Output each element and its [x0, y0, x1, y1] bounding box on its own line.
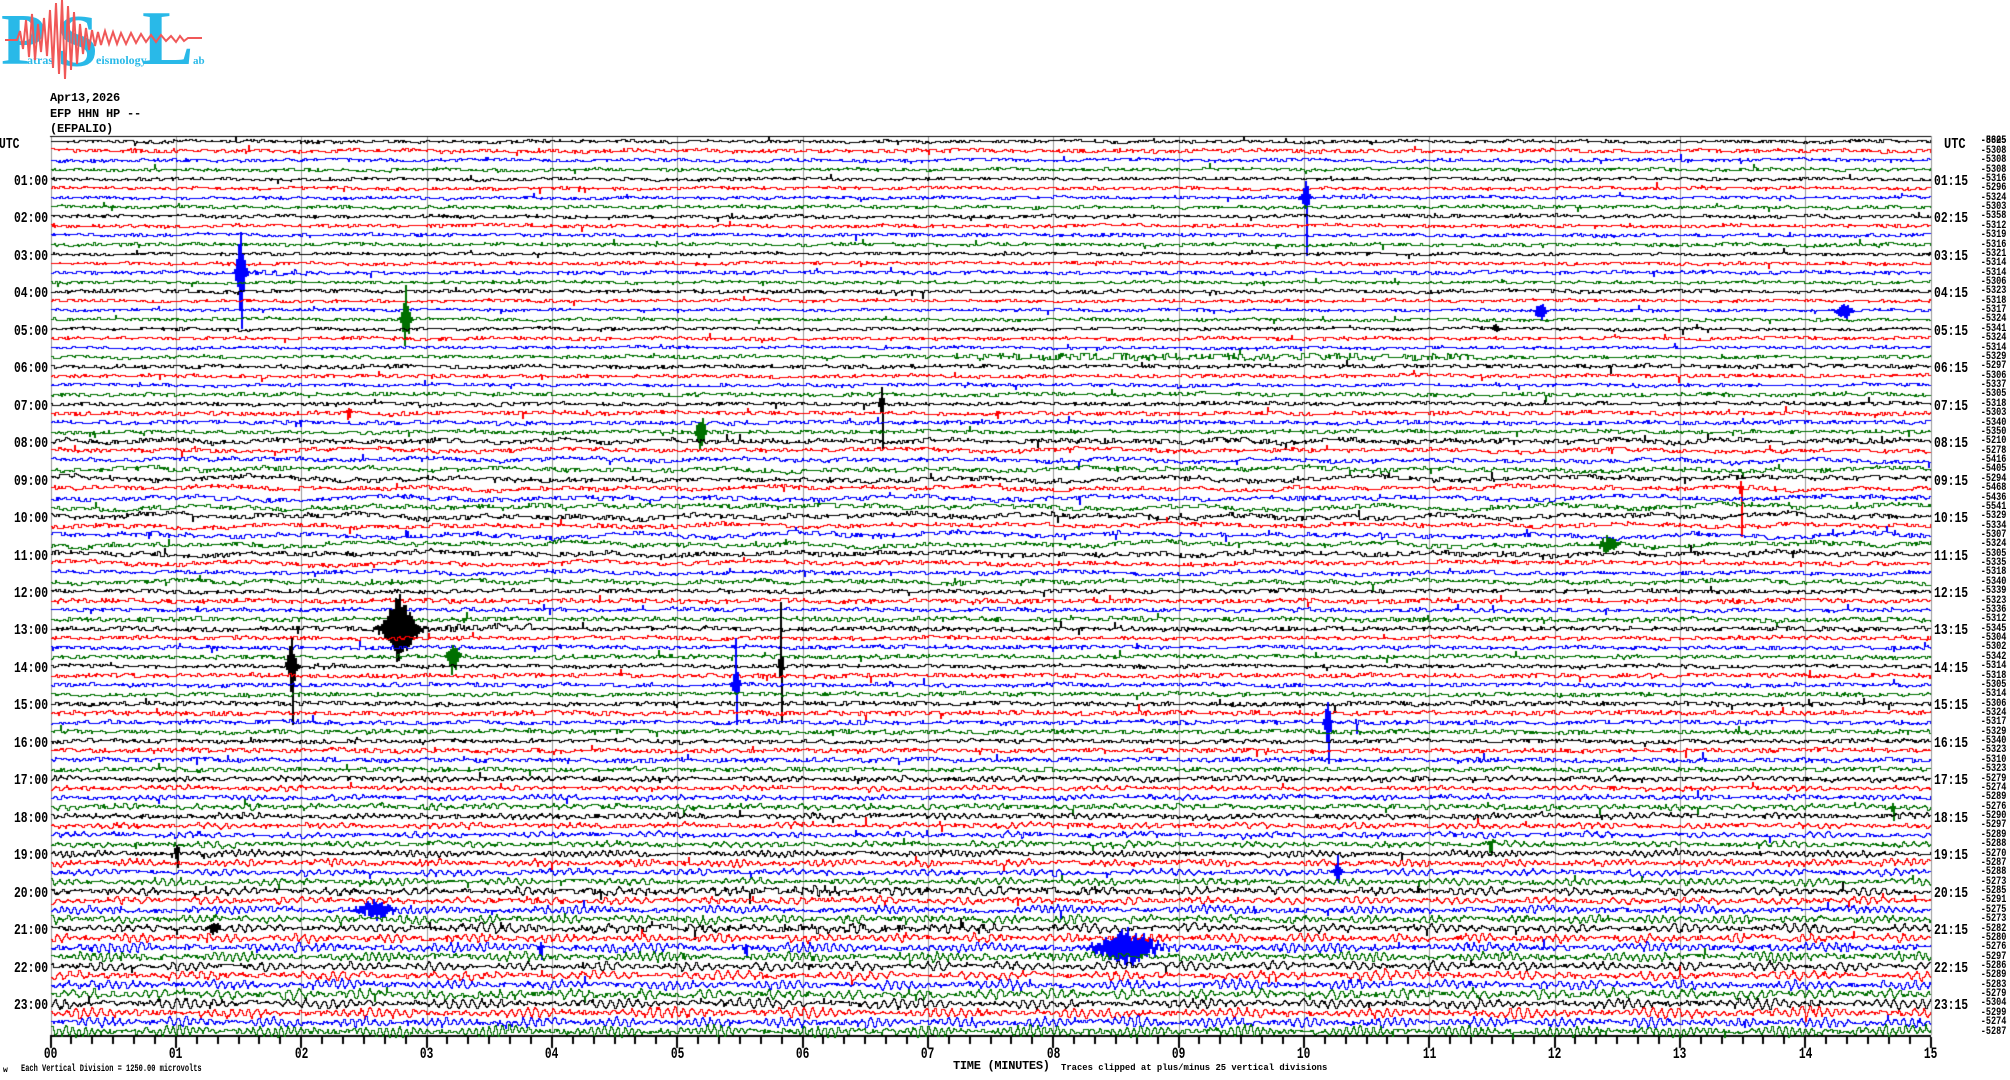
svg-text:ab: ab [193, 55, 205, 67]
svg-text:atras: atras [27, 53, 53, 67]
svg-text:eismology: eismology [96, 53, 147, 67]
